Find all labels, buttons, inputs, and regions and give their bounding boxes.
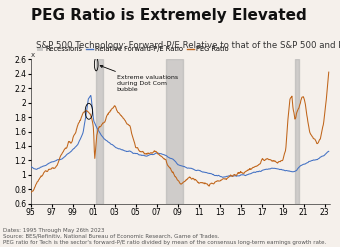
Text: Extreme valuations
during Dot Com
bubble: Extreme valuations during Dot Com bubble (100, 65, 178, 92)
Legend: Recessions, Relative Forward-P/E Ratio, PEG Ratio: Recessions, Relative Forward-P/E Ratio, … (34, 44, 231, 55)
Text: S&P 500 Technology: Forward-P/E Relative to that of the S&P 500 and PEG Ratio: S&P 500 Technology: Forward-P/E Relative… (36, 41, 340, 50)
Text: Dates: 1995 Through May 26th 2023
Source: BES/Refinitiv, National Bureau of Econ: Dates: 1995 Through May 26th 2023 Source… (3, 228, 327, 245)
Bar (295, 59, 299, 204)
Bar (166, 59, 183, 204)
Text: x: x (31, 52, 35, 58)
Text: PEG Ratio is Extremely Elevated: PEG Ratio is Extremely Elevated (31, 8, 306, 23)
Bar (96, 59, 103, 204)
